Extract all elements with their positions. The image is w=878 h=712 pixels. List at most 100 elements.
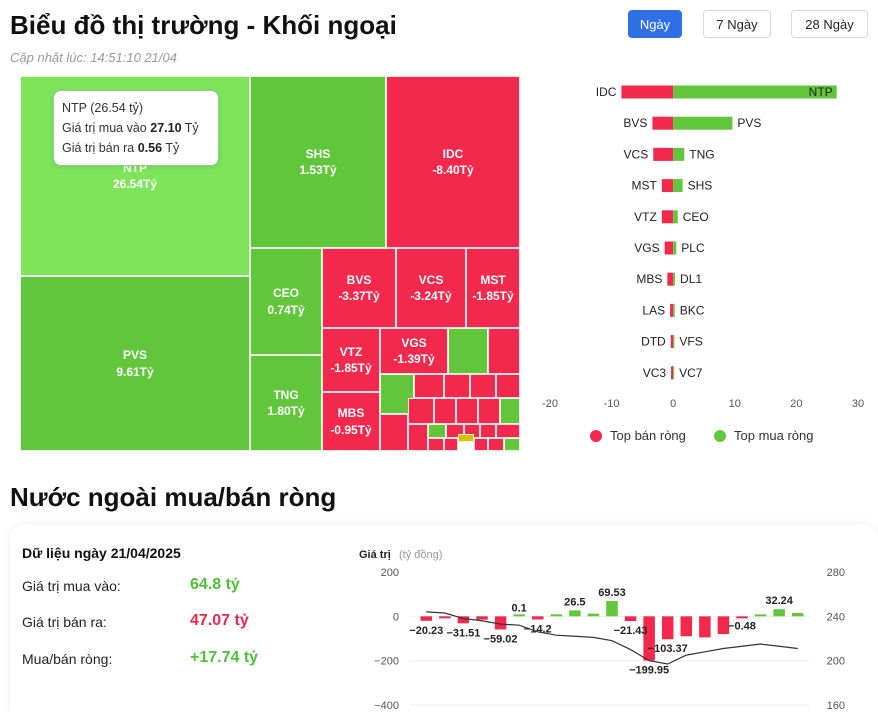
treemap-tile-small[interactable] xyxy=(470,374,496,398)
treemap-tile-small[interactable] xyxy=(428,438,444,451)
bar-data-label: −0.48 xyxy=(728,620,756,632)
buy-bar-label: TNG xyxy=(689,147,714,161)
treemap-tile-small[interactable] xyxy=(408,398,434,424)
buy-bar-label: BKC xyxy=(680,303,705,317)
sell-bar xyxy=(670,335,674,349)
x-tick-label: 10 xyxy=(729,398,741,410)
treemap-tile-small[interactable] xyxy=(444,438,458,451)
treemap-tile-small[interactable] xyxy=(478,398,500,424)
sell-bar-label: VTZ xyxy=(634,210,657,224)
tile-value: -8.40Tỷ xyxy=(432,163,474,177)
sell-bar xyxy=(664,241,674,255)
legend-buy-label: Top mua ròng xyxy=(734,428,814,443)
buy-bar xyxy=(673,147,685,161)
sell-bar-label: DTD xyxy=(641,335,666,349)
buy-bar xyxy=(673,241,677,255)
net-date-label: Dữ liệu ngày 21/04/2025 xyxy=(22,545,181,561)
net-flow-bar xyxy=(420,616,433,621)
tile-code: IDC xyxy=(442,146,464,161)
x-tick-label: 0 xyxy=(670,398,676,410)
sell-value-label: Giá trị bán ra: xyxy=(22,614,107,630)
buy-bar-label: DL1 xyxy=(680,272,702,286)
legend-buy-dot xyxy=(714,429,726,442)
treemap-tile-small[interactable] xyxy=(496,424,520,438)
tile-value: 26.54Tỷ xyxy=(112,177,158,191)
buy-value-label: Giá trị mua vào: xyxy=(22,578,121,594)
legend-buy[interactable]: Top mua ròng xyxy=(714,428,814,443)
buy-bar xyxy=(673,85,837,99)
treemap-tile-bvs[interactable]: BVS -3.37Tỷ xyxy=(322,248,396,328)
net-value-label: Mua/bán ròng: xyxy=(22,651,113,667)
treemap-tile-pvs[interactable]: PVS 9.61Tỷ xyxy=(20,276,250,451)
treemap-tile-small[interactable] xyxy=(500,398,520,424)
treemap-tile-vgs[interactable]: VGS -1.39Tỷ xyxy=(380,328,448,374)
treemap-tile-vtz[interactable]: VTZ -1.85Tỷ xyxy=(322,328,380,392)
treemap-tile-small[interactable] xyxy=(504,438,520,451)
sell-bar xyxy=(652,116,674,130)
tile-code: VCS xyxy=(418,272,444,287)
net-flow-bar xyxy=(606,600,618,617)
treemap-tile-tng[interactable]: TNG 1.80Tỷ xyxy=(250,355,322,451)
treemap-tile-small[interactable] xyxy=(380,414,408,451)
buy-bar xyxy=(673,272,676,286)
period-day-button[interactable]: Ngày xyxy=(628,10,682,38)
sell-value: 47.07 tỷ xyxy=(190,612,249,629)
net-flow-bar xyxy=(531,616,544,620)
sell-bar xyxy=(667,272,674,286)
y-axis-unit: (tỷ đồng) xyxy=(399,549,442,561)
bar-data-label: −59.02 xyxy=(484,633,518,645)
legend-sell-label: Top bán ròng xyxy=(610,428,686,443)
tile-code: CEO xyxy=(272,286,299,301)
x-tick-label: -10 xyxy=(604,398,620,410)
tile-value: 9.61Tỷ xyxy=(116,364,154,379)
index-line xyxy=(426,611,798,665)
net-flow-bar xyxy=(624,616,637,622)
period-28day-button[interactable]: 28 Ngày xyxy=(791,10,868,38)
tile-code: TNG xyxy=(273,387,299,402)
net-flow-bar xyxy=(717,616,730,635)
buy-bar xyxy=(673,366,675,380)
net-flow-bar xyxy=(680,616,693,637)
treemap-tile-mbs[interactable]: MBS -0.95Tỷ xyxy=(322,392,380,451)
tooltip-buy-row: Giá trị mua vào 27.10 Tỷ xyxy=(62,121,199,135)
treemap-tile-small[interactable] xyxy=(456,398,478,424)
net-value: +17.74 tỷ xyxy=(190,649,259,666)
treemap-tile-idc[interactable]: IDC -8.40Tỷ xyxy=(386,76,520,248)
net-flow-bar xyxy=(457,616,470,624)
treemap-tile-small[interactable] xyxy=(434,398,456,424)
tile-value: -3.24Tỷ xyxy=(410,289,452,303)
treemap-tile-small[interactable] xyxy=(428,424,446,438)
sell-bar-label: BVS xyxy=(623,116,647,130)
treemap-tile-small[interactable] xyxy=(480,424,496,438)
bar-data-label: 26.5 xyxy=(564,596,585,608)
buy-bar xyxy=(673,303,675,317)
net-flow-bar xyxy=(476,616,488,620)
treemap-tile-small[interactable] xyxy=(488,438,504,451)
treemap-tile-small[interactable] xyxy=(496,374,520,398)
treemap-tile-small[interactable] xyxy=(448,328,488,374)
bar-data-label: 32.24 xyxy=(765,595,793,607)
buy-bar-label: PLC xyxy=(681,241,705,255)
buy-bar xyxy=(673,335,675,349)
treemap-tile-mst[interactable]: MST -1.85Tỷ xyxy=(466,248,520,328)
tile-value: -0.95Tỷ xyxy=(330,422,372,437)
treemap-tile-small[interactable] xyxy=(414,374,444,398)
period-7day-button[interactable]: 7 Ngày xyxy=(703,10,771,38)
tile-value: -3.37Tỷ xyxy=(338,289,380,303)
treemap-tile-small[interactable] xyxy=(458,434,474,442)
net-flow-bar xyxy=(699,616,711,638)
buy-bar xyxy=(673,179,683,193)
treemap-tile-small[interactable] xyxy=(488,328,520,374)
tile-code: SHS xyxy=(305,146,331,161)
treemap-tile-small[interactable] xyxy=(444,374,470,398)
treemap-tile-small[interactable] xyxy=(474,438,488,451)
buy-bar-label: PVS xyxy=(737,116,761,130)
y-axis-title: Giá trị xyxy=(359,549,391,561)
treemap-tile-vcs[interactable]: VCS -3.24Tỷ xyxy=(396,248,466,328)
legend-sell[interactable]: Top bán ròng xyxy=(590,428,686,443)
treemap-tile-shs[interactable]: SHS 1.53Tỷ xyxy=(250,76,386,248)
treemap-tile-ceo[interactable]: CEO 0.74Tỷ xyxy=(250,248,322,355)
treemap-tile-small[interactable] xyxy=(408,424,428,451)
update-timestamp: Cập nhật lúc: 14:51:10 21/04 xyxy=(10,50,177,65)
net-section-title: Nước ngoài mua/bán ròng xyxy=(10,482,337,512)
